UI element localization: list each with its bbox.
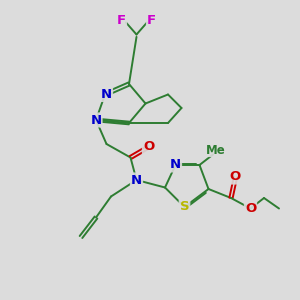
Text: N: N: [101, 88, 112, 101]
Text: N: N: [131, 173, 142, 187]
Text: F: F: [147, 14, 156, 28]
Text: Me: Me: [206, 143, 226, 157]
Text: O: O: [230, 170, 241, 184]
Text: O: O: [143, 140, 154, 154]
Text: F: F: [117, 14, 126, 28]
Text: O: O: [245, 202, 256, 215]
Text: N: N: [170, 158, 181, 172]
Text: N: N: [90, 113, 102, 127]
Text: S: S: [180, 200, 189, 214]
